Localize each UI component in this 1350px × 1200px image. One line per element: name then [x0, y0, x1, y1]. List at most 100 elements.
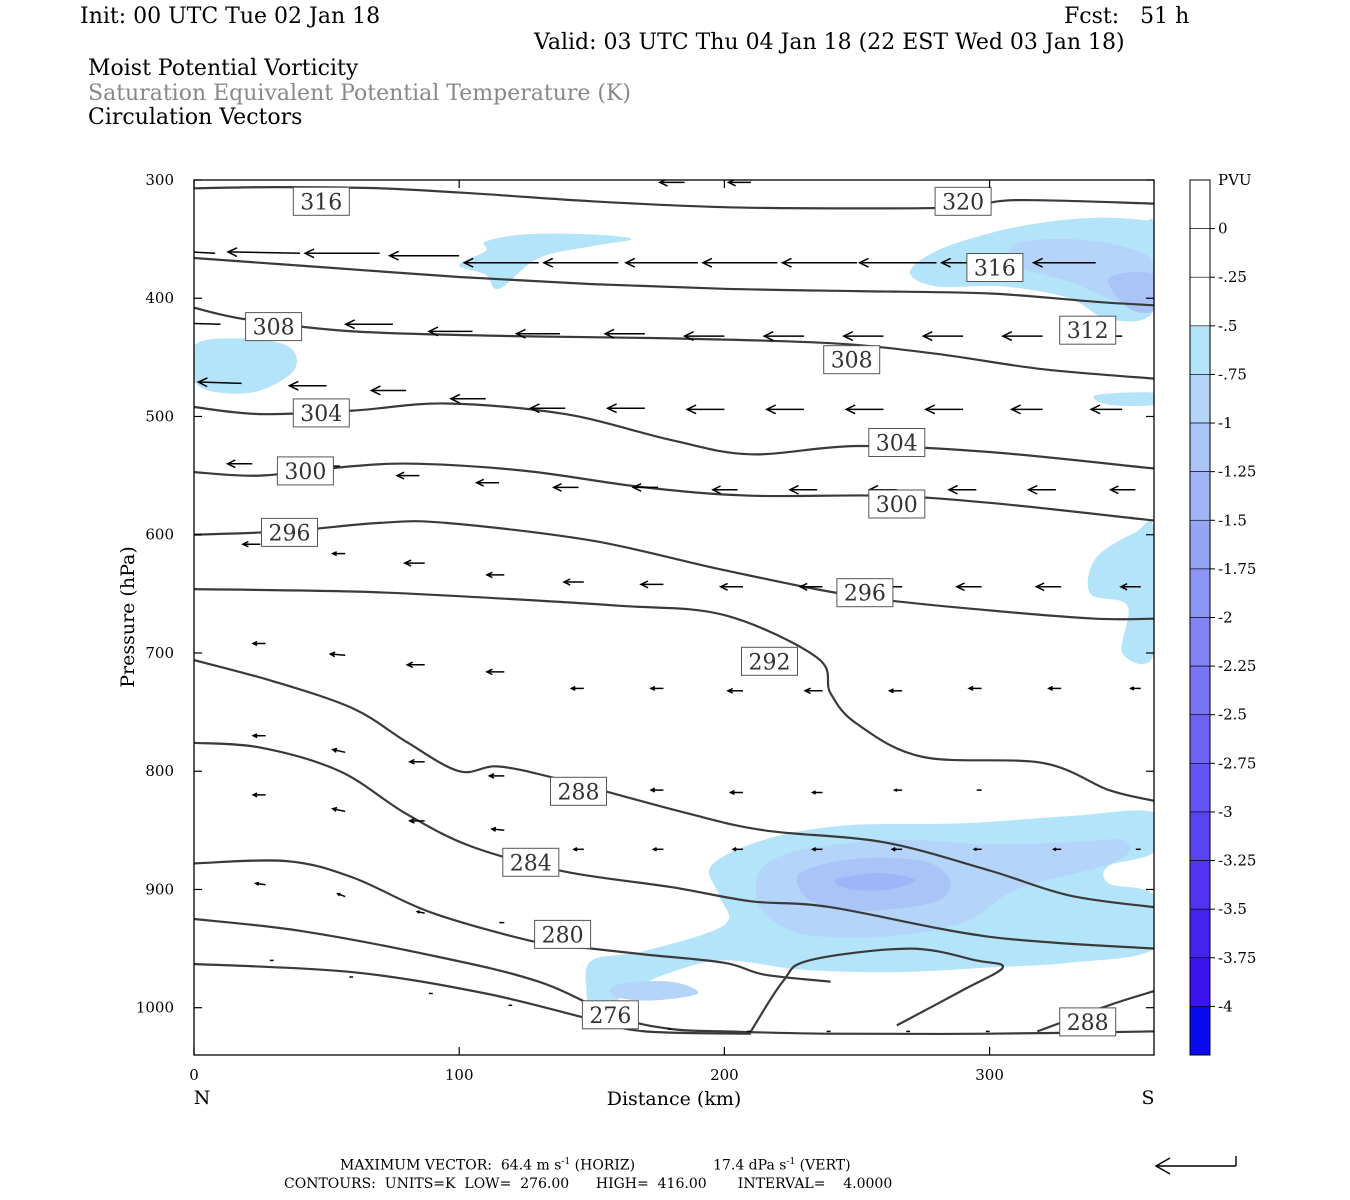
colorbar-band-12: [1189, 763, 1211, 813]
contour-label-14: 284: [502, 847, 560, 877]
colorbar-band-7: [1189, 519, 1211, 570]
circulation-vector-43: [631, 483, 659, 492]
plot-frame: [193, 179, 1155, 1056]
theta-e-contour-4: [194, 462, 1154, 522]
colorbar-label-11: -2.75: [1218, 754, 1256, 772]
contour-label-11: 296: [836, 578, 894, 608]
x-tick-label-2: 200: [710, 1066, 739, 1084]
pv-region-11: [609, 981, 699, 1001]
circulation-vector-93: [972, 847, 982, 852]
theta-e-contour-1: [194, 256, 1154, 307]
circulation-vector-22: [842, 331, 884, 342]
colorbar-label-5: -1.25: [1218, 463, 1256, 481]
svg-text:276: 276: [589, 1004, 631, 1029]
x-tick-label-3: 300: [975, 1066, 1004, 1084]
circulation-vector-59: [955, 582, 982, 592]
circulation-vector-53: [485, 571, 505, 579]
circulation-vector-81: [810, 790, 823, 795]
colorbar-label-9: -2.25: [1218, 657, 1256, 675]
max-vector-vert-exp: -1: [786, 1157, 796, 1167]
circulation-vector-2: [194, 251, 216, 255]
colorbar-label-10: -2.5: [1218, 706, 1247, 724]
contour-label-3: 308: [245, 312, 303, 342]
circulation-vector-0: [658, 180, 685, 187]
circulation-vector-79: [649, 787, 664, 793]
circulation-vector-7: [542, 257, 619, 268]
circulation-vector-57: [798, 582, 823, 591]
circulation-vector-69: [803, 687, 823, 695]
y-tick-label-1: 400: [145, 289, 174, 307]
circulation-vector-10: [780, 257, 857, 268]
pv-region-10: [834, 872, 916, 891]
y-tick-label-0: 300: [145, 171, 174, 189]
max-vector-horiz-tail: (HORIZ): [570, 1157, 636, 1174]
circulation-vector-24: [1001, 331, 1043, 342]
svg-text:312: 312: [1067, 319, 1109, 344]
contour-label-12: 292: [741, 646, 798, 676]
circulation-vector-77: [487, 773, 505, 779]
colorbar-band-15: [1189, 908, 1211, 959]
circulation-vector-52: [403, 559, 425, 567]
circulation-vector-28: [369, 385, 407, 396]
circulation-vector-71: [967, 685, 982, 691]
colorbar-band-0: [1189, 179, 1211, 229]
colorbar-band-8: [1189, 568, 1211, 618]
circulation-vector-42: [551, 483, 579, 492]
pv-colorbar: PVU 0 -.25 -.5 -.75 -1 -1.25 -1.5 -1.75 -2 -2.25 -2…: [1189, 171, 1256, 1056]
colorbar-band-17: [1189, 1006, 1211, 1056]
contour-label-16: 276: [581, 1000, 639, 1030]
circulation-vector-34: [844, 404, 884, 415]
pv-region-0: [459, 233, 632, 290]
circulation-vector-9: [701, 257, 778, 268]
svg-text:308: 308: [831, 349, 873, 374]
circulation-vector-91: [810, 847, 823, 852]
circulation-vector-31: [605, 403, 645, 414]
pv-region-3: [1108, 271, 1154, 314]
svg-text:316: 316: [300, 190, 342, 215]
circulation-vector-49: [1108, 485, 1136, 495]
circulation-vector-66: [569, 685, 584, 691]
circulation-vector-44: [711, 485, 738, 495]
circulation-vector-70: [887, 688, 903, 694]
circulation-vector-17: [427, 326, 473, 337]
circulation-vector-97: [336, 892, 346, 898]
contour-label-4: 312: [1059, 315, 1117, 345]
colorbar-label-13: -3.25: [1218, 852, 1256, 870]
colorbar-band-1: [1189, 228, 1211, 278]
circulation-vector-75: [331, 747, 346, 754]
y-tick-label-2: 500: [145, 407, 174, 425]
max-vector-line: MAXIMUM VECTOR: 64.4 m s-1 (HORIZ) 17.4 d…: [340, 1157, 851, 1174]
colorbar-label-3: -.75: [1218, 365, 1247, 383]
circulation-vector-90: [731, 847, 743, 852]
contour-label-7: 304: [868, 428, 926, 457]
colorbar-band-14: [1189, 860, 1211, 910]
circulation-vector-89: [651, 847, 664, 852]
circulation-vector-56: [718, 582, 743, 591]
theta-e-contour-6: [194, 588, 1154, 802]
forecast-hour: Fcst: 51 h: [1064, 4, 1190, 29]
circulation-vector-3: [226, 247, 301, 258]
contour-labels: 316 320 316 308 312 308 304 304 300 300 296 296 292 2…: [245, 186, 1117, 1037]
svg-text:292: 292: [749, 650, 791, 675]
colorbar-label-12: -3: [1218, 803, 1233, 821]
circulation-vector-63: [328, 651, 346, 658]
svg-text:280: 280: [542, 923, 584, 948]
circulation-vector-92: [890, 847, 903, 852]
y-tick-label-4: 700: [145, 644, 174, 662]
circulation-vector-61: [1119, 583, 1141, 591]
circulation-vector-29: [449, 393, 486, 404]
max-vector-horiz-exp: -1: [561, 1157, 571, 1167]
colorbar-label-7: -1.75: [1218, 560, 1256, 578]
circulation-vector-13: [1031, 257, 1096, 268]
circulation-vector-33: [764, 404, 804, 415]
max-vector-horiz: MAXIMUM VECTOR: 64.4 m s: [340, 1157, 562, 1174]
svg-text:296: 296: [844, 582, 886, 607]
colorbar-label-0: 0: [1218, 220, 1228, 238]
colorbar-band-16: [1189, 957, 1211, 1007]
contour-label-0: 316: [292, 186, 350, 216]
circulation-vector-35: [924, 404, 964, 415]
circulation-vector-72: [1047, 685, 1062, 691]
svg-text:304: 304: [876, 432, 918, 457]
svg-text:300: 300: [876, 493, 918, 518]
circulation-vector-32: [685, 404, 725, 415]
